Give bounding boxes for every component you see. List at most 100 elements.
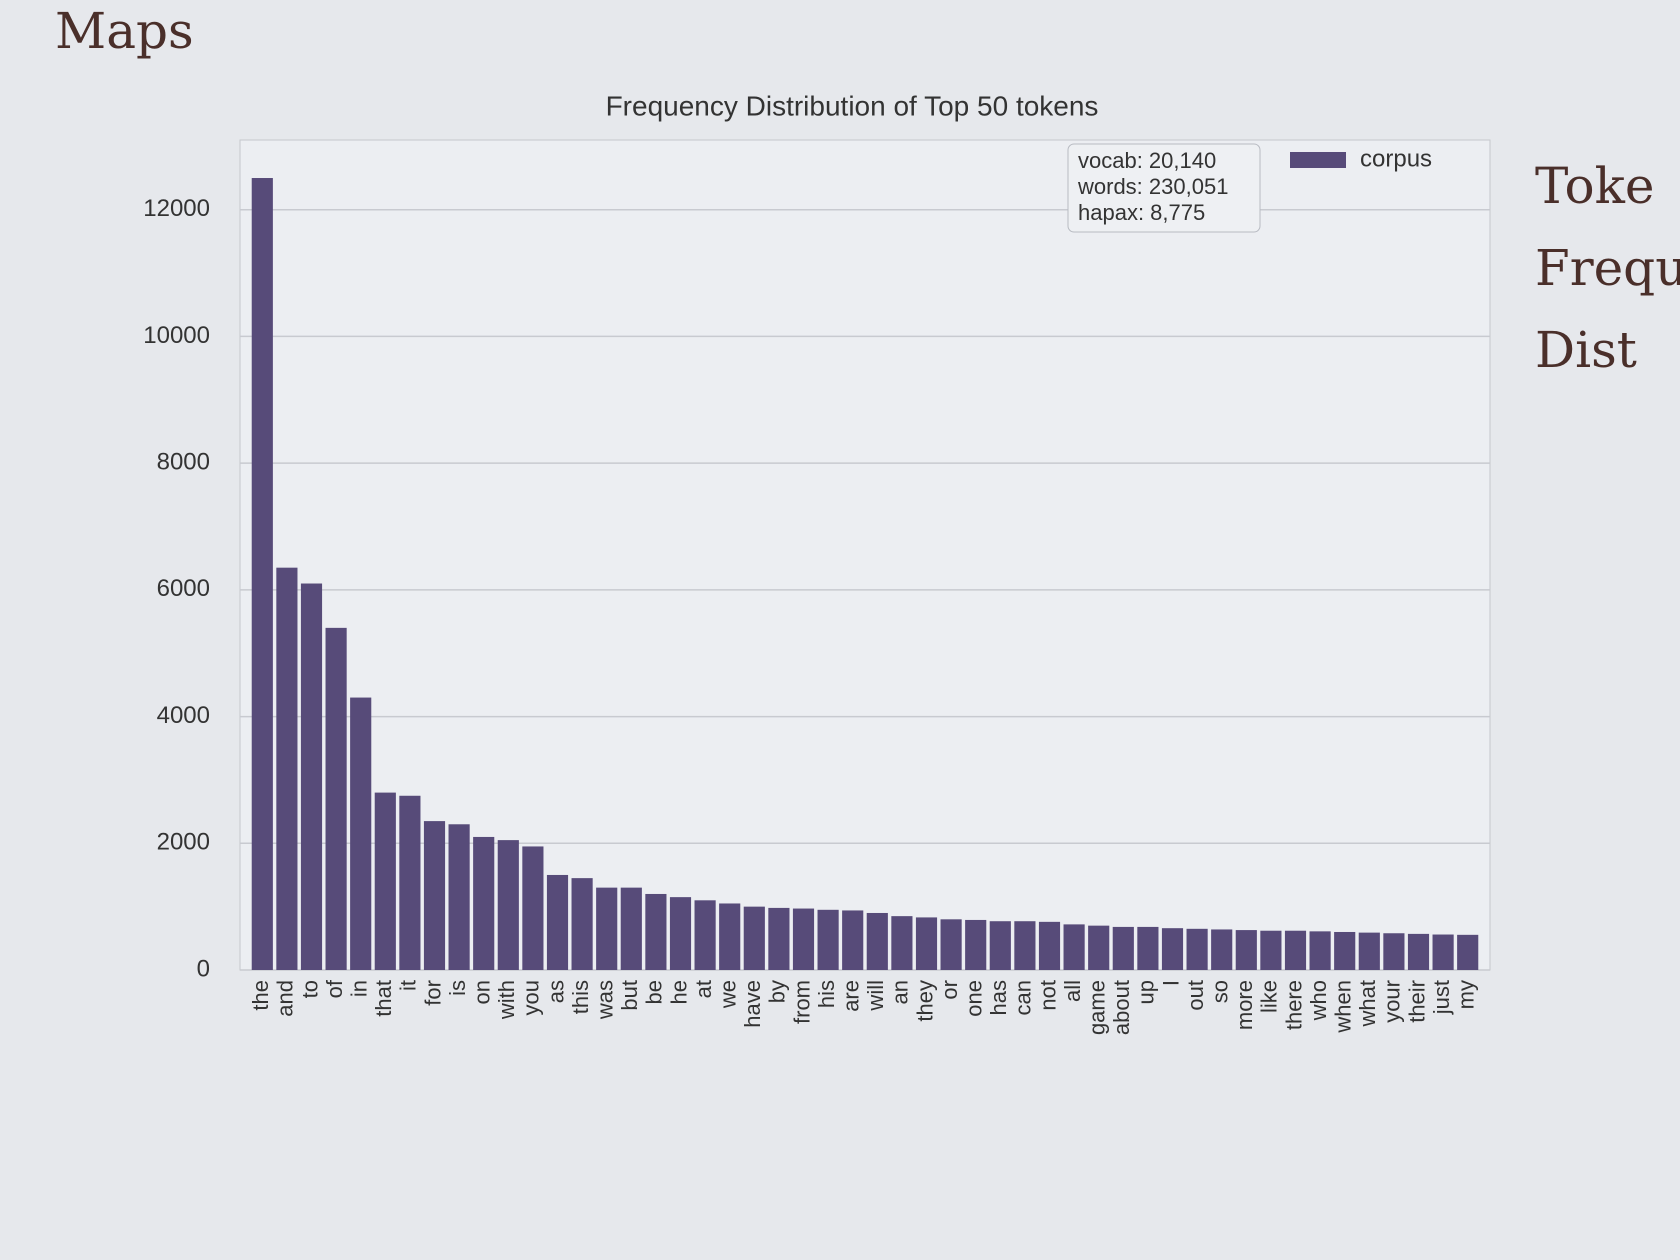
bar <box>374 792 396 970</box>
bar <box>940 919 962 970</box>
x-tick-label: is <box>445 980 470 996</box>
bar <box>1186 928 1208 970</box>
bar <box>399 795 421 970</box>
bar <box>1235 930 1257 970</box>
x-tick-label: to <box>297 980 322 998</box>
x-tick-label: are <box>839 980 864 1012</box>
x-tick-label: all <box>1060 980 1085 1002</box>
x-tick-label: from <box>789 980 814 1024</box>
x-tick-label: the <box>248 980 273 1011</box>
bar <box>1432 934 1454 970</box>
bar <box>571 878 593 970</box>
x-tick-label: not <box>1035 980 1060 1011</box>
chart-title: Frequency Distribution of Top 50 tokens <box>606 90 1099 121</box>
x-tick-label: of <box>322 979 347 998</box>
y-tick-label: 6000 <box>157 575 210 602</box>
x-tick-label: their <box>1404 980 1429 1023</box>
side-text: Frequ <box>1535 239 1680 297</box>
x-tick-label: you <box>519 980 544 1015</box>
y-tick-label: 12000 <box>143 195 210 222</box>
bar <box>473 836 495 970</box>
x-tick-label: by <box>765 980 790 1003</box>
bar <box>1407 933 1430 970</box>
bar <box>1088 925 1110 970</box>
x-tick-label: be <box>642 980 667 1004</box>
side-text: Toke <box>1535 157 1654 215</box>
y-tick-label: 2000 <box>157 829 210 856</box>
bar <box>645 893 667 970</box>
plot-area <box>239 139 1491 971</box>
bar <box>276 567 298 970</box>
x-tick-label: so <box>1208 980 1233 1003</box>
x-tick-label: his <box>814 980 839 1008</box>
x-tick-label: he <box>666 980 691 1004</box>
x-tick-label: like <box>1257 980 1282 1013</box>
legend-swatch <box>1290 152 1346 168</box>
bar <box>546 874 569 970</box>
x-tick-label: as <box>543 980 568 1003</box>
bar <box>719 903 741 970</box>
bar <box>1038 921 1061 970</box>
bar <box>1284 930 1307 970</box>
bar <box>1260 930 1282 970</box>
bar <box>1211 929 1233 970</box>
bar <box>965 919 987 970</box>
bar <box>1358 932 1380 970</box>
x-tick-label: or <box>937 980 962 1000</box>
x-tick-label: will <box>863 980 888 1012</box>
bar <box>694 900 716 970</box>
bar <box>350 697 372 970</box>
bar <box>423 821 446 970</box>
bar <box>866 912 888 970</box>
x-tick-label: one <box>962 980 987 1017</box>
bar <box>1014 921 1036 970</box>
x-tick-label: with <box>494 980 519 1020</box>
bar <box>1383 933 1405 970</box>
annotation-box <box>1067 143 1261 233</box>
bar <box>915 917 938 970</box>
bar <box>768 907 790 970</box>
bar <box>300 583 323 970</box>
x-tick-label: just <box>1429 980 1454 1015</box>
annotation-text: hapax: 8,775 <box>1078 200 1205 225</box>
x-tick-label: have <box>740 980 765 1028</box>
bar <box>1457 934 1479 970</box>
bar <box>522 846 544 970</box>
x-tick-label: was <box>593 980 618 1020</box>
side-text: Dist <box>1535 321 1637 379</box>
bar <box>1112 926 1134 970</box>
x-tick-label: can <box>1011 980 1036 1015</box>
x-tick-label: who <box>1306 980 1331 1021</box>
x-tick-label: game <box>1085 980 1110 1035</box>
bar <box>620 887 642 970</box>
x-tick-label: about <box>1109 980 1134 1035</box>
x-tick-label: my <box>1454 980 1479 1009</box>
x-tick-label: on <box>470 980 495 1004</box>
bar <box>448 824 470 970</box>
bar <box>1161 928 1184 970</box>
x-tick-label: for <box>420 980 445 1006</box>
bar <box>251 178 273 971</box>
x-tick-label: this <box>568 980 593 1014</box>
bar <box>1309 931 1331 970</box>
slide-title: Maps <box>55 2 194 60</box>
y-tick-label: 8000 <box>157 448 210 475</box>
annotation-text: words: 230,051 <box>1077 174 1228 199</box>
bar <box>596 887 618 970</box>
x-tick-label: your <box>1380 980 1405 1023</box>
x-tick-label: they <box>912 980 937 1022</box>
bar <box>743 906 765 970</box>
x-tick-label: there <box>1281 980 1306 1030</box>
x-tick-label: more <box>1232 980 1257 1030</box>
bar <box>1063 924 1085 970</box>
x-tick-label: I <box>1158 980 1183 986</box>
y-tick-label: 4000 <box>157 702 210 729</box>
x-tick-label: has <box>986 980 1011 1015</box>
bar <box>891 916 913 970</box>
bar <box>842 910 864 970</box>
x-tick-label: out <box>1183 980 1208 1011</box>
bar <box>497 840 519 970</box>
bar <box>325 627 347 970</box>
x-tick-label: we <box>716 980 741 1009</box>
